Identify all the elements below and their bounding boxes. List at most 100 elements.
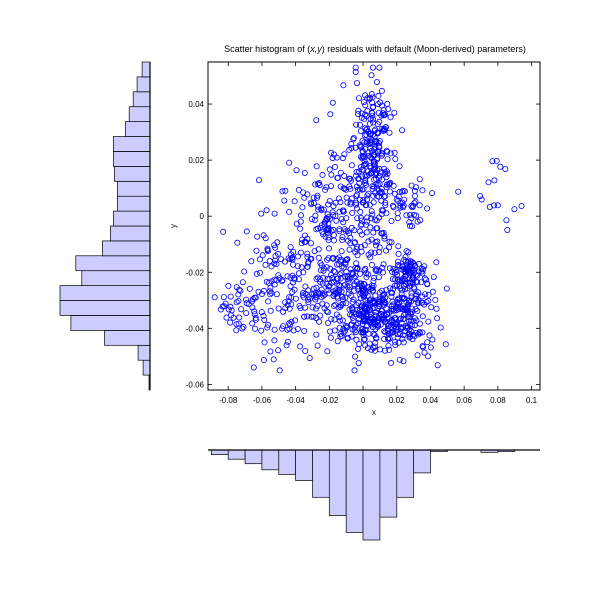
y-histogram-bar (110, 225, 151, 242)
data-point (376, 289, 383, 296)
data-point (354, 186, 361, 193)
data-point (337, 199, 344, 206)
data-point (382, 247, 389, 254)
data-point (409, 279, 416, 286)
data-point (312, 289, 319, 296)
data-point (373, 268, 380, 275)
data-point (316, 182, 323, 189)
data-point (382, 294, 389, 301)
x-histogram-bar (345, 449, 364, 533)
data-point (365, 190, 372, 197)
data-point (391, 282, 398, 289)
data-point (382, 199, 389, 206)
data-point (379, 269, 386, 276)
data-point (252, 314, 259, 321)
data-point (382, 202, 389, 209)
data-point (233, 299, 240, 306)
data-point (346, 306, 353, 313)
data-point (253, 247, 260, 254)
data-point (365, 284, 372, 291)
data-point (378, 207, 385, 214)
data-point (404, 305, 411, 312)
data-point (302, 283, 309, 290)
data-point (375, 92, 382, 99)
data-point (344, 272, 351, 279)
data-point (425, 291, 432, 298)
data-point (348, 162, 355, 169)
data-point (371, 146, 378, 153)
data-point (358, 248, 365, 255)
data-point (379, 151, 386, 158)
data-point (255, 288, 262, 295)
scatter-plot-frame (207, 61, 541, 391)
data-point (395, 250, 402, 257)
data-point (219, 303, 226, 310)
data-point (352, 310, 359, 317)
data-point (406, 330, 413, 337)
data-point (423, 276, 430, 283)
data-point (418, 265, 425, 272)
data-point (211, 294, 218, 301)
data-point (409, 276, 416, 283)
data-point (354, 264, 361, 271)
data-point (433, 259, 440, 266)
y-histogram-bar (102, 240, 151, 257)
data-point (283, 342, 290, 349)
data-point (329, 155, 336, 162)
data-point (287, 244, 294, 251)
data-point (227, 303, 234, 310)
data-point (249, 320, 256, 327)
x-histogram-bar (261, 449, 280, 471)
data-point (372, 267, 379, 274)
chart-title-suffix: ) residuals with default (Moon-derived) … (322, 44, 526, 54)
data-point (321, 305, 328, 312)
data-point (406, 326, 413, 333)
data-point (334, 338, 341, 345)
data-point (276, 275, 283, 282)
data-point (256, 256, 263, 263)
data-point (353, 121, 360, 128)
data-point (376, 244, 383, 251)
data-point (317, 224, 324, 231)
data-point (267, 291, 274, 298)
x-tick-label: 0.04 (423, 396, 439, 405)
data-point (347, 199, 354, 206)
data-point (363, 181, 370, 188)
data-point (310, 313, 317, 320)
data-point (223, 314, 230, 321)
data-point (376, 248, 383, 255)
data-point (341, 172, 348, 179)
data-point (400, 332, 407, 339)
data-point (347, 201, 354, 208)
data-point (358, 289, 365, 296)
data-point (295, 270, 302, 277)
data-point (237, 287, 244, 294)
data-point (378, 211, 385, 218)
data-point (378, 149, 385, 156)
data-point (276, 367, 283, 374)
data-point (368, 261, 375, 268)
data-point (220, 228, 227, 235)
data-point (328, 316, 335, 323)
data-point (251, 308, 258, 315)
y-histogram-bar (59, 285, 151, 301)
data-point (308, 255, 315, 262)
data-point (402, 258, 409, 265)
data-point (233, 321, 240, 328)
data-point (293, 220, 300, 227)
data-point (497, 163, 504, 170)
data-point (249, 304, 256, 311)
data-point (301, 238, 308, 245)
data-point (424, 339, 431, 346)
data-point (406, 314, 413, 321)
data-point (401, 188, 408, 195)
data-point (403, 265, 410, 272)
data-point (316, 276, 323, 283)
data-point (301, 169, 308, 176)
data-point (336, 261, 343, 268)
data-point (311, 290, 318, 297)
data-point (433, 305, 440, 312)
data-point (330, 278, 337, 285)
data-point (367, 254, 374, 261)
